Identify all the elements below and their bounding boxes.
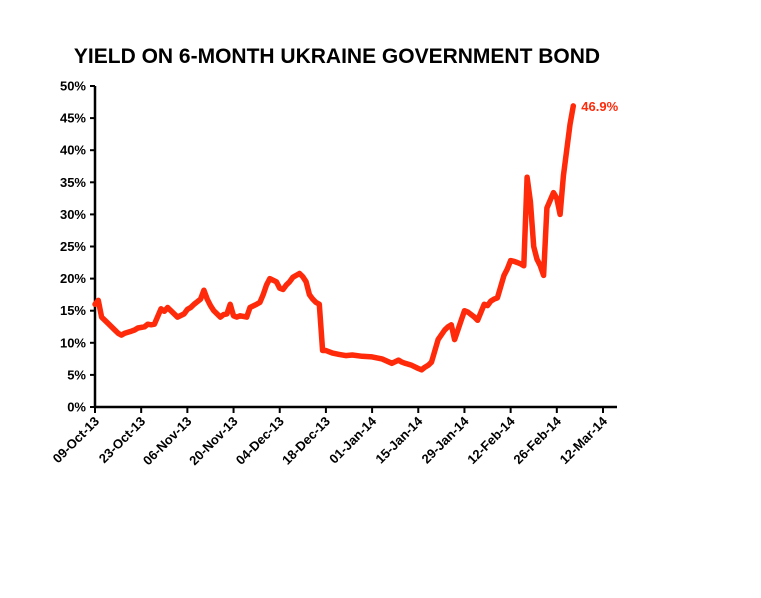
y-tick-label: 25%	[60, 239, 86, 254]
y-tick-label: 15%	[60, 303, 86, 318]
y-tick-label: 30%	[60, 207, 86, 222]
y-tick-label: 5%	[67, 367, 86, 382]
x-tick-label: 29-Jan-14	[419, 413, 473, 467]
annotation-group: 46.9%	[581, 99, 618, 114]
y-axis: 0% 5% 10% 15% 20% 25% 30% 35% 40% 45% 50%	[60, 79, 97, 415]
x-tick-label: 04-Dec-13	[233, 414, 287, 468]
x-tick-label: 06-Nov-13	[140, 414, 195, 469]
x-tick-label: 12-Feb-14	[464, 413, 518, 467]
x-tick-label: 15-Jan-14	[372, 413, 426, 467]
peak-value-label: 46.9%	[581, 99, 618, 114]
x-tick-label: 18-Dec-13	[279, 414, 333, 468]
series-group	[92, 103, 577, 373]
x-tick-label: 01-Jan-14	[326, 413, 380, 467]
x-tick-label: 09-Oct-13	[50, 414, 103, 467]
chart-title: YIELD ON 6-MONTH UKRAINE GOVERNMENT BOND	[74, 45, 600, 68]
x-tick-label: 12-Mar-14	[557, 413, 611, 467]
y-tick-label: 35%	[60, 175, 86, 190]
x-axis: 09-Oct-1323-Oct-1306-Nov-1320-Nov-1304-D…	[50, 405, 617, 469]
y-tick-label: 10%	[60, 335, 86, 350]
y-tick-label: 0%	[67, 400, 86, 415]
y-tick-label: 50%	[60, 79, 86, 94]
x-tick-label: 20-Nov-13	[186, 414, 241, 469]
y-tick-label: 20%	[60, 271, 86, 286]
x-tick-label: 26-Feb-14	[510, 413, 564, 467]
y-tick-label: 45%	[60, 111, 86, 126]
series-line	[92, 103, 577, 373]
y-tick-label: 40%	[60, 143, 86, 158]
